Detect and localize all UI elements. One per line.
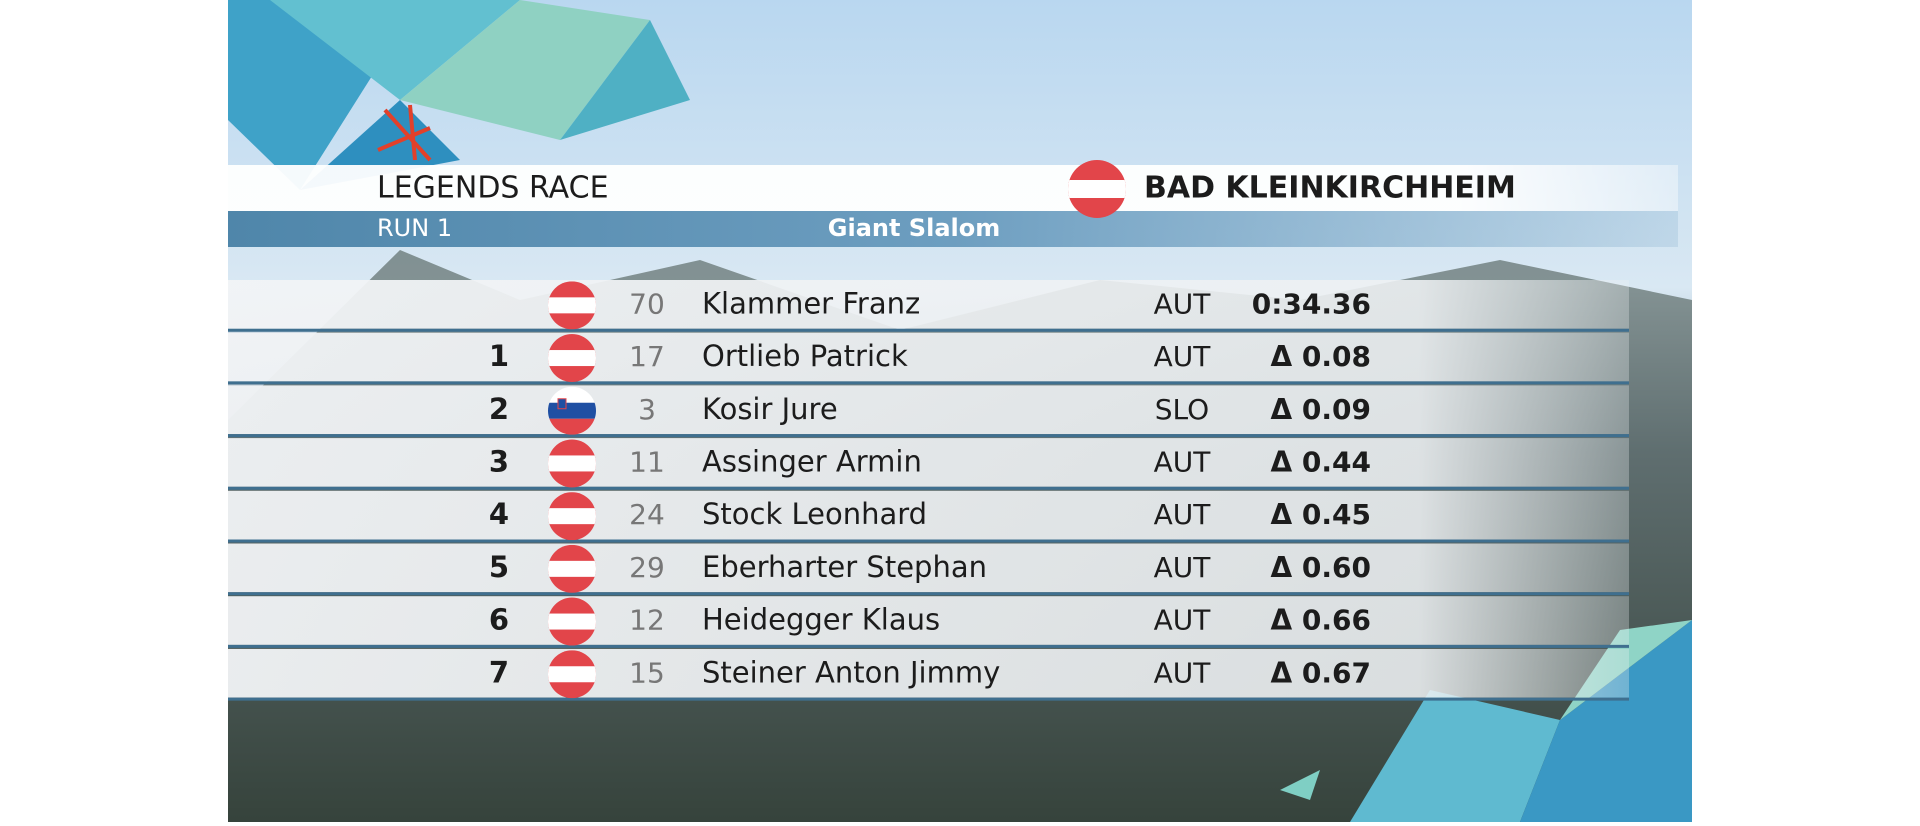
nation-flag [548,334,596,383]
nation: AUT [1154,287,1212,320]
nation: AUT [1154,551,1212,584]
row-background [228,332,1629,382]
row-background [228,648,1629,698]
rank: 5 [489,550,509,584]
bib: 24 [629,498,665,531]
athlete-name: Heidegger Klaus [702,603,940,637]
row-background [228,596,1629,645]
result-row: 70 Klammer Franz AUT 0:34.36 [228,280,1629,332]
rank: 1 [489,339,509,373]
bib: 70 [629,287,665,320]
nation-flag [548,492,596,541]
flag-stripe [548,455,596,472]
result: Δ 0.09 [1270,393,1371,426]
result-row: 5 29 Eberharter Stephan AUT Δ 0.60 [228,543,1629,596]
bib: 12 [629,604,665,637]
rank: 2 [489,392,509,426]
athlete-name: Eberharter Stephan [702,550,987,584]
flag-stripe [548,508,596,525]
result-row: 1 17 Ortlieb Patrick AUT Δ 0.08 [228,332,1629,385]
rank: 7 [489,655,509,689]
bib: 29 [629,551,665,584]
sub-band [228,211,1678,247]
nation: SLO [1155,393,1209,426]
results-table: 70 Klammer Franz AUT 0:34.361 17 Ortlieb Patr… [228,280,1629,701]
result: Δ 0.08 [1270,340,1371,373]
nation-flag [548,281,596,330]
nation-flag [548,544,596,593]
row-background [228,490,1629,540]
nation-flag [548,386,596,435]
nation-flag [548,597,596,646]
row-background [228,280,1629,329]
rank: 3 [489,444,509,478]
row-background [228,438,1629,487]
athlete-name: Ortlieb Patrick [702,339,908,373]
flag-emblem [557,398,567,410]
flag-stripe [548,418,596,435]
bib: 11 [629,445,665,478]
result: Δ 0.67 [1270,656,1371,689]
flag-stripe [548,297,596,314]
nation-flag [548,650,596,699]
nation: AUT [1154,445,1212,478]
rank: 4 [489,497,509,531]
athlete-name: Assinger Armin [702,444,922,478]
athlete-name: Steiner Anton Jimmy [702,655,1000,689]
row-background [228,385,1629,435]
event-title: LEGENDS RACE [377,171,609,206]
result: Δ 0.45 [1270,498,1371,531]
host-flag [1068,160,1126,218]
athlete-name: Klammer Franz [702,286,920,320]
flag-stripe [548,402,596,419]
result: 0:34.36 [1252,287,1371,320]
nation: AUT [1154,656,1212,689]
rank: 6 [489,603,509,637]
flag-stripe [548,560,596,577]
header-band [228,165,1678,211]
nation: AUT [1154,498,1212,531]
location: BAD KLEINKIRCHHEIM [1144,171,1516,206]
athlete-name: Kosir Jure [702,392,838,426]
bib: 15 [629,656,665,689]
nation: AUT [1154,340,1212,373]
discipline: Giant Slalom [828,214,1000,242]
result-row: 6 12 Heidegger Klaus AUT Δ 0.66 [228,596,1629,648]
result-row: 7 15 Steiner Anton Jimmy AUT Δ 0.67 [228,648,1629,701]
flag-stripe [548,666,596,683]
result: Δ 0.44 [1270,445,1371,478]
nation: AUT [1154,604,1212,637]
result-row: 4 24 Stock Leonhard AUT Δ 0.45 [228,490,1629,543]
run: RUN 1 [377,214,452,242]
flag-stripe [548,350,596,367]
result: Δ 0.66 [1270,604,1371,637]
nation-flag [548,439,596,488]
flag-stripe [548,613,596,630]
result: Δ 0.60 [1270,551,1371,584]
row-background [228,543,1629,593]
result-row: 3 11 Assinger Armin AUT Δ 0.44 [228,438,1629,490]
bib: 3 [638,393,656,426]
bib: 17 [629,340,665,373]
result-row: 2 3 Kosir Jure SLO Δ 0.09 [228,385,1629,438]
athlete-name: Stock Leonhard [702,497,927,531]
